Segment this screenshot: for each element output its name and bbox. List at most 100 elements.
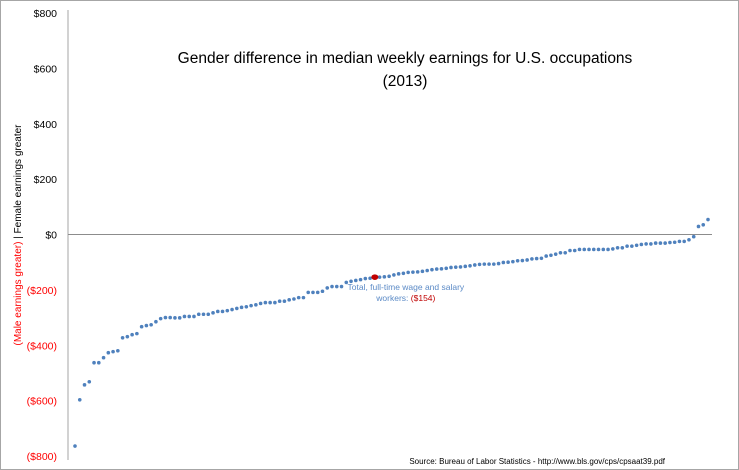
data-point xyxy=(525,258,529,262)
data-point xyxy=(634,243,639,248)
data-point xyxy=(453,265,458,269)
data-point xyxy=(358,277,363,282)
data-point xyxy=(549,253,553,258)
data-point xyxy=(477,262,482,267)
annotation-line2: workers: ($154) xyxy=(375,293,435,303)
data-point xyxy=(663,241,667,245)
data-point xyxy=(382,275,387,279)
data-point xyxy=(215,309,220,314)
data-point xyxy=(249,303,253,308)
data-point xyxy=(515,259,520,263)
data-point xyxy=(230,307,234,312)
data-point xyxy=(92,360,96,365)
data-point xyxy=(620,245,625,250)
data-point xyxy=(439,267,444,271)
data-point xyxy=(154,319,158,324)
data-point xyxy=(520,258,525,263)
data-point xyxy=(206,312,211,317)
data-point xyxy=(687,237,691,242)
data-point xyxy=(87,379,92,384)
data-point xyxy=(315,290,320,295)
data-point xyxy=(630,244,634,248)
y-tick-label: $800 xyxy=(34,8,58,20)
annotation-line1: Total, full-time wage and salary xyxy=(347,282,464,292)
data-point xyxy=(125,334,130,339)
data-point xyxy=(144,323,149,328)
data-point xyxy=(677,239,682,244)
data-point xyxy=(415,270,420,274)
data-point xyxy=(387,274,391,279)
data-point xyxy=(530,257,534,261)
data-point xyxy=(587,247,591,252)
data-point xyxy=(653,241,658,245)
data-point xyxy=(458,265,463,269)
data-point xyxy=(468,263,472,268)
data-point xyxy=(406,270,410,275)
data-point xyxy=(582,247,587,252)
y-axis-title: (Male earnings greater) | Female earning… xyxy=(13,124,24,346)
data-point xyxy=(225,308,230,313)
data-point xyxy=(425,268,429,273)
data-point xyxy=(553,252,558,256)
y-tick-label: ($200) xyxy=(27,285,57,297)
data-point xyxy=(606,247,610,252)
data-point xyxy=(244,304,249,309)
data-point xyxy=(696,224,701,229)
y-axis-title-text: (Male earnings greater) | Female earning… xyxy=(13,124,24,346)
data-point xyxy=(277,299,282,304)
data-point xyxy=(344,280,349,285)
data-point xyxy=(563,250,568,255)
data-point xyxy=(182,314,187,319)
data-point xyxy=(287,298,291,302)
data-point xyxy=(77,397,82,402)
data-point xyxy=(349,279,353,284)
data-point xyxy=(116,348,120,353)
data-point xyxy=(511,259,515,264)
data-point xyxy=(701,223,706,227)
data-point xyxy=(430,267,434,272)
data-point xyxy=(396,272,401,276)
y-axis-title-female: Female earnings greater xyxy=(13,124,24,234)
y-tick-label: $600 xyxy=(34,63,58,75)
y-tick-label: $0 xyxy=(45,230,57,242)
data-point xyxy=(334,284,339,289)
data-point xyxy=(420,269,425,274)
data-point xyxy=(239,305,244,310)
data-point xyxy=(501,260,506,265)
y-axis-title-male: (Male earnings greater) xyxy=(13,242,24,346)
data-point xyxy=(601,247,606,252)
data-point xyxy=(263,300,268,305)
data-point xyxy=(111,349,115,354)
chart-title-line1: Gender difference in median weekly earni… xyxy=(178,50,633,67)
data-point xyxy=(534,256,539,261)
data-point xyxy=(325,286,330,290)
data-point xyxy=(306,290,311,295)
data-point xyxy=(558,250,563,255)
data-point xyxy=(163,315,168,320)
data-point xyxy=(658,241,663,245)
data-point xyxy=(296,295,301,300)
data-point xyxy=(339,284,344,289)
data-point xyxy=(268,300,272,305)
data-point xyxy=(572,248,577,253)
data-point xyxy=(472,263,477,267)
data-point xyxy=(201,312,206,317)
data-point xyxy=(311,290,315,295)
data-point xyxy=(130,332,134,337)
data-point xyxy=(354,278,358,283)
data-point xyxy=(625,244,629,248)
data-point xyxy=(258,301,263,306)
data-point xyxy=(682,239,687,244)
data-point xyxy=(73,444,77,448)
annotation-prefix: workers: xyxy=(375,293,410,303)
data-point xyxy=(449,265,453,270)
data-point xyxy=(320,289,325,294)
data-point xyxy=(168,315,172,320)
data-point xyxy=(644,242,648,246)
y-tick-label: $400 xyxy=(34,119,58,131)
data-point xyxy=(377,275,382,279)
data-point xyxy=(82,383,87,387)
data-point xyxy=(139,324,144,329)
